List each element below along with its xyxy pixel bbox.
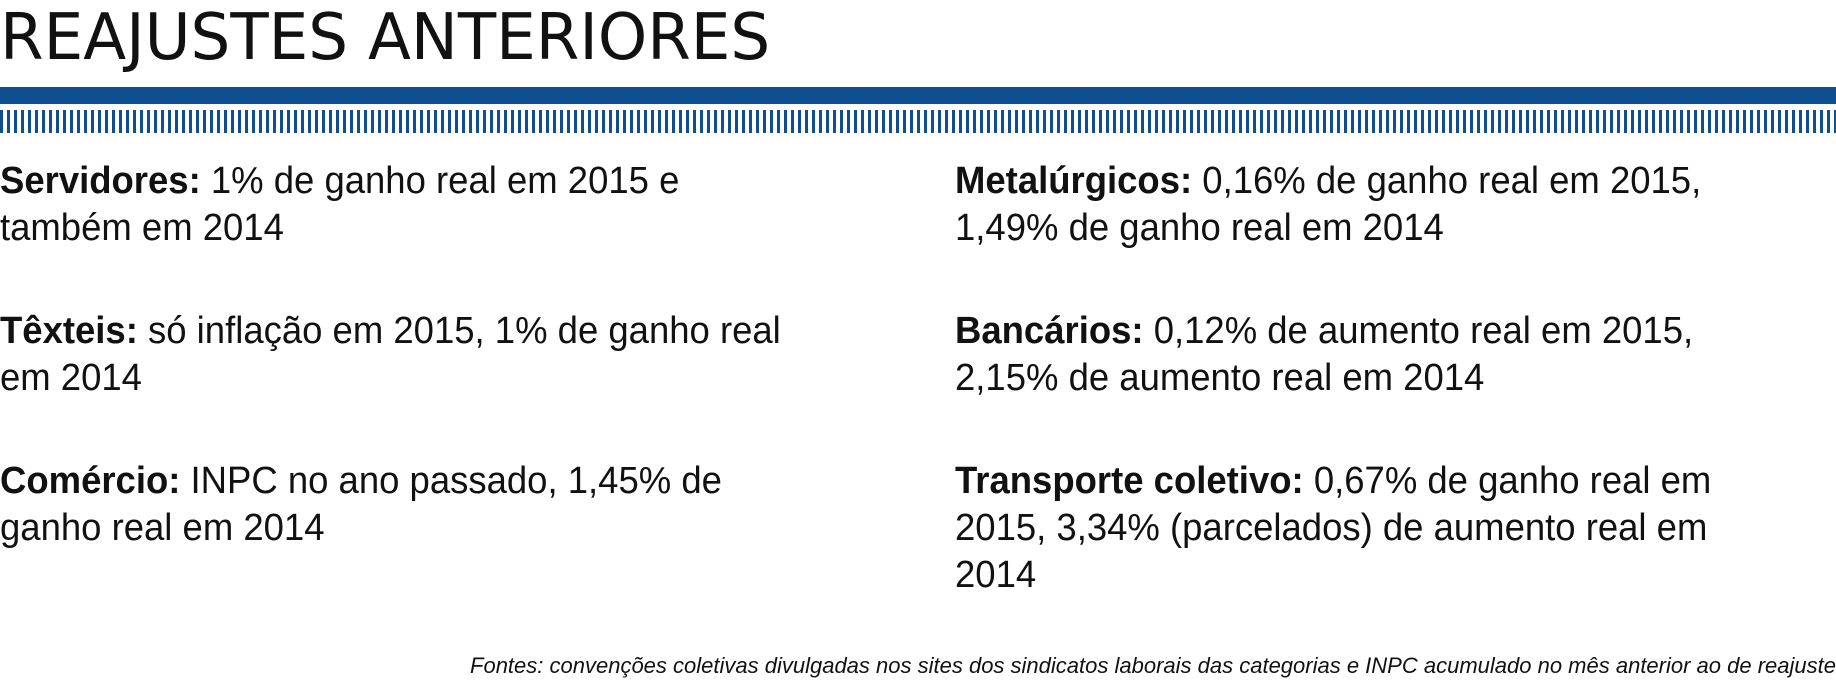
entry-transporte-coletivo: Transporte coletivo: 0,67% de ganho real… — [955, 458, 1800, 599]
tick-rule-decoration — [0, 110, 1836, 133]
entry-text: ganho real em 2014 — [0, 507, 325, 549]
entry-text: 0,12% de aumento real em 2015, — [1153, 310, 1694, 352]
title-rule-bar — [0, 87, 1836, 104]
entry-text: INPC no ano passado, 1,45% de — [190, 460, 722, 502]
page-title: REAJUSTES ANTERIORES — [0, 1, 771, 75]
entry-text: em 2014 — [0, 357, 142, 399]
entry-text: 1% de ganho real em 2015 e — [210, 160, 680, 202]
entry-text: 1,49% de ganho real em 2014 — [955, 207, 1444, 249]
entry-texteis: Têxteis: só inflação em 2015, 1% de ganh… — [0, 308, 864, 402]
entry-label: Servidores: — [0, 160, 201, 202]
entry-label: Transporte coletivo: — [955, 460, 1304, 502]
entry-text: também em 2014 — [0, 207, 284, 249]
entry-label: Comércio: — [0, 460, 181, 502]
entry-label: Têxteis: — [0, 310, 138, 352]
entry-bancarios: Bancários: 0,12% de aumento real em 2015… — [955, 308, 1800, 402]
entry-text: 2,15% de aumento real em 2014 — [955, 357, 1485, 399]
entry-comercio: Comércio: INPC no ano passado, 1,45% de … — [0, 458, 864, 552]
entry-text: 2014 — [955, 554, 1037, 596]
entry-text: 0,67% de ganho real em — [1313, 460, 1712, 502]
entry-servidores: Servidores: 1% de ganho real em 2015 e t… — [0, 158, 864, 252]
entry-text: 0,16% de ganho real em 2015, — [1202, 160, 1702, 202]
entry-text: 2015, 3,34% (parcelados) de aumento real… — [955, 507, 1708, 549]
sources-footnote: Fontes: convenções coletivas divulgadas … — [470, 653, 1836, 678]
entry-metalurgicos: Metalúrgicos: 0,16% de ganho real em 201… — [955, 158, 1800, 252]
entry-text: só inflação em 2015, 1% de ganho real — [148, 310, 781, 352]
entry-label: Bancários: — [955, 310, 1144, 352]
right-column: Metalúrgicos: 0,16% de ganho real em 201… — [955, 158, 1835, 655]
entry-label: Metalúrgicos: — [955, 160, 1193, 202]
left-column: Servidores: 1% de ganho real em 2015 e t… — [0, 158, 900, 608]
